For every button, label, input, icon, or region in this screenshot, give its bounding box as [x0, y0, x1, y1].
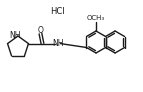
Text: HCl: HCl	[50, 8, 64, 16]
Text: OCH₃: OCH₃	[87, 15, 105, 21]
Text: NH: NH	[10, 31, 21, 39]
Text: NH: NH	[53, 39, 64, 48]
Text: O: O	[37, 26, 43, 35]
